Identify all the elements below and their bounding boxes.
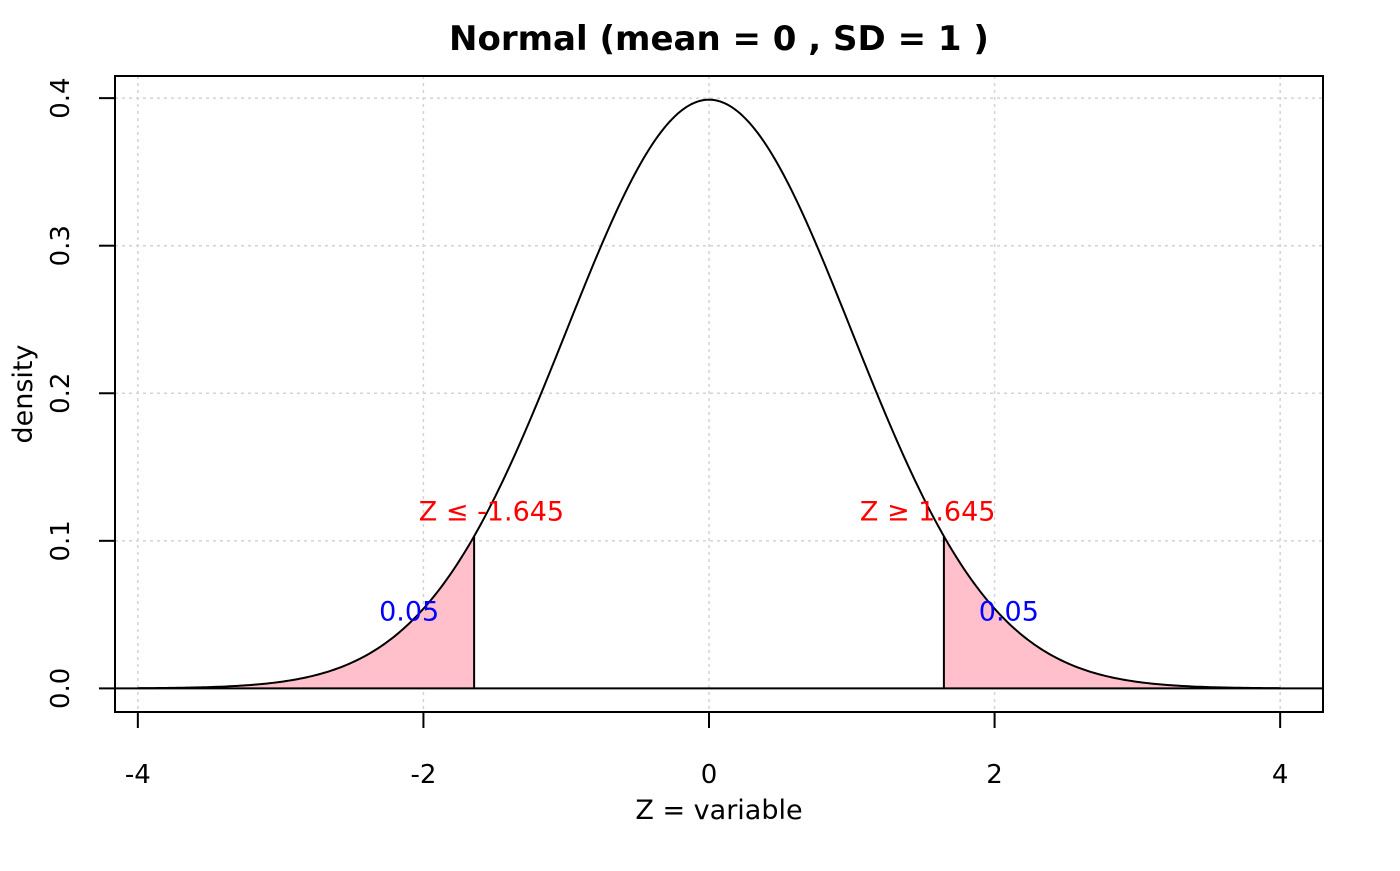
density-curve [137,98,1281,690]
lower-critical-label: Z ≤ -1.645 [419,496,564,527]
shaded-regions [137,536,1281,689]
y-tick-label: 0.2 [46,373,76,414]
y-tick-label: 0.0 [46,668,76,709]
y-tick-label: 0.1 [46,520,76,561]
upper-critical-label: Z ≥ 1.645 [860,496,996,527]
grid [115,76,1323,712]
upper-tail-probability-label: 0.05 [979,597,1039,628]
x-axis-label: Z = variable [635,795,802,826]
axes: -4 -2 0 2 4 0.0 0.1 0.2 0.3 0.4 [46,75,1324,790]
x-tick-label: 2 [986,760,1003,790]
x-tick-label: 4 [1272,760,1289,790]
lower-tail-probability-label: 0.05 [379,597,439,628]
y-tick-label: 0.4 [46,77,76,118]
density-curve-layer [137,98,1281,690]
x-tick-label: -2 [410,760,436,790]
chart-title: Normal (mean = 0 , SD = 1 ) [449,19,989,59]
right-tail-region [943,536,1281,689]
y-axis-label: density [8,344,39,443]
x-tick-label: -4 [125,760,151,790]
y-tick-label: 0.3 [46,225,76,266]
left-tail-region [137,536,475,689]
x-tick-label: 0 [701,760,718,790]
annotations: Z ≤ -1.645 0.05 Z ≥ 1.645 0.05 [379,496,1039,627]
